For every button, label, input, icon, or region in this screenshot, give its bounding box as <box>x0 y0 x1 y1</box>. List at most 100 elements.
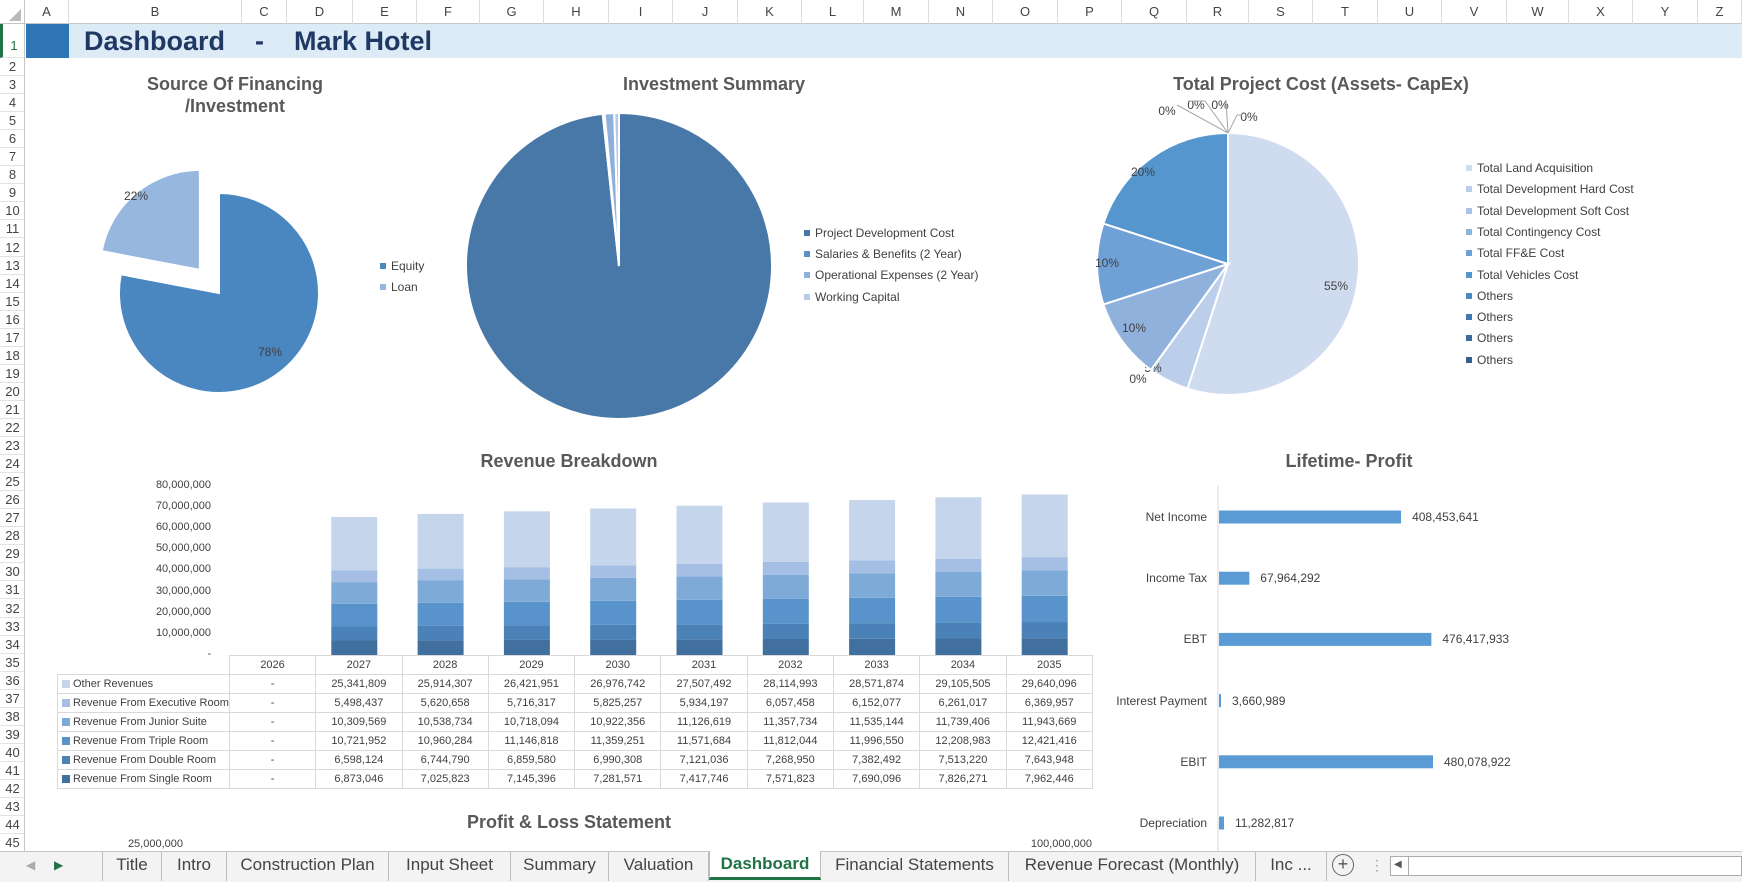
row-header-6[interactable]: 6 <box>0 130 24 149</box>
row-header-12[interactable]: 12 <box>0 239 24 257</box>
sheet-tab-title[interactable]: Title <box>102 852 162 881</box>
scroll-tabs-left-icon[interactable]: ◀ <box>26 858 36 872</box>
legend-swatch <box>380 284 386 290</box>
row-header-26[interactable]: 26 <box>0 491 24 510</box>
column-header-e[interactable]: E <box>353 0 417 24</box>
sheet-tab-financial-statements[interactable]: Financial Statements <box>821 852 1009 881</box>
legend-item: Operational Expenses (2 Year) <box>804 268 978 282</box>
row-header-11[interactable]: 11 <box>0 220 24 239</box>
column-header-l[interactable]: L <box>802 0 864 24</box>
revenue-bar-segment <box>590 639 637 655</box>
row-header-9[interactable]: 9 <box>0 184 24 203</box>
row-header-4[interactable]: 4 <box>0 94 24 113</box>
column-header-f[interactable]: F <box>417 0 480 24</box>
column-header-j[interactable]: J <box>673 0 738 24</box>
sheet-tab-revenue-forecast-monthly[interactable]: Revenue Forecast (Monthly) <box>1009 852 1256 881</box>
row-header-19[interactable]: 19 <box>0 365 24 383</box>
row-header-18[interactable]: 18 <box>0 347 24 365</box>
row-header-42[interactable]: 42 <box>0 780 24 799</box>
row-header-33[interactable]: 33 <box>0 618 24 636</box>
sheet-tab-dashboard[interactable]: Dashboard <box>709 851 821 880</box>
row-header-7[interactable]: 7 <box>0 148 24 167</box>
row-header-20[interactable]: 20 <box>0 383 24 401</box>
sheet-tab-construction-plan[interactable]: Construction Plan <box>227 852 389 881</box>
row-header-24[interactable]: 24 <box>0 455 24 474</box>
scroll-tabs-right-icon[interactable]: ▶ <box>54 858 64 872</box>
column-header-w[interactable]: W <box>1507 0 1569 24</box>
splitter-handle-icon[interactable]: ⋮ <box>1370 857 1384 873</box>
scroll-left-arrow-icon[interactable]: ◀ <box>1394 859 1402 870</box>
column-header-a[interactable]: A <box>25 0 69 24</box>
column-header-d[interactable]: D <box>287 0 353 24</box>
row-header-39[interactable]: 39 <box>0 726 24 744</box>
row-header-21[interactable]: 21 <box>0 401 24 419</box>
add-sheet-icon[interactable]: + <box>1332 854 1354 876</box>
column-header-q[interactable]: Q <box>1122 0 1187 24</box>
row-header-35[interactable]: 35 <box>0 654 24 672</box>
row-header-15[interactable]: 15 <box>0 293 24 311</box>
row-header-2[interactable]: 2 <box>0 58 24 77</box>
column-header-t[interactable]: T <box>1313 0 1378 24</box>
column-header-r[interactable]: R <box>1187 0 1249 24</box>
column-header-i[interactable]: I <box>609 0 673 24</box>
horizontal-scrollbar[interactable]: ◀ <box>1390 856 1742 876</box>
sheet-tab-valuation[interactable]: Valuation <box>609 852 709 881</box>
revenue-bar-segment <box>849 638 896 655</box>
select-all-button[interactable] <box>0 0 25 24</box>
revenue-bar-segment <box>417 640 464 655</box>
row-header-1[interactable]: 1 <box>0 24 24 58</box>
row-header-3[interactable]: 3 <box>0 76 24 95</box>
sheet-tab-summary[interactable]: Summary <box>511 852 609 881</box>
column-header-n[interactable]: N <box>929 0 993 24</box>
sheet-tab-inc[interactable]: Inc ... <box>1256 852 1327 881</box>
series-label-cell: Other Revenues <box>57 674 230 694</box>
row-header-8[interactable]: 8 <box>0 166 24 185</box>
series-label-cell: Revenue From Single Room <box>57 769 230 789</box>
title-accent-cell[interactable] <box>26 24 69 58</box>
column-header-c[interactable]: C <box>242 0 287 24</box>
row-header-43[interactable]: 43 <box>0 798 24 817</box>
row-header-10[interactable]: 10 <box>0 202 24 221</box>
row-header-44[interactable]: 44 <box>0 816 24 835</box>
row-header-37[interactable]: 37 <box>0 690 24 708</box>
column-header-h[interactable]: H <box>544 0 609 24</box>
column-header-v[interactable]: V <box>1442 0 1507 24</box>
row-header-25[interactable]: 25 <box>0 473 24 492</box>
row-header-45[interactable]: 45 <box>0 834 24 851</box>
row-header-13[interactable]: 13 <box>0 257 24 275</box>
row-header-40[interactable]: 40 <box>0 744 24 762</box>
row-header-38[interactable]: 38 <box>0 708 24 726</box>
row-header-31[interactable]: 31 <box>0 581 24 600</box>
row-header-27[interactable]: 27 <box>0 509 24 528</box>
column-header-g[interactable]: G <box>480 0 544 24</box>
column-header-s[interactable]: S <box>1249 0 1313 24</box>
row-header-22[interactable]: 22 <box>0 419 24 438</box>
legend-label: Total Contingency Cost <box>1477 224 1601 239</box>
column-header-b[interactable]: B <box>69 0 242 24</box>
revenue-bar-segment <box>503 567 550 580</box>
column-header-y[interactable]: Y <box>1633 0 1698 24</box>
sheet-tab-input-sheet[interactable]: Input Sheet <box>389 852 511 881</box>
row-header-34[interactable]: 34 <box>0 636 24 654</box>
column-header-x[interactable]: X <box>1569 0 1633 24</box>
row-header-16[interactable]: 16 <box>0 311 24 329</box>
column-header-p[interactable]: P <box>1058 0 1122 24</box>
column-header-u[interactable]: U <box>1378 0 1442 24</box>
scrollbar-thumb-edge <box>1408 857 1409 875</box>
sheet-tab-intro[interactable]: Intro <box>162 852 227 881</box>
row-header-23[interactable]: 23 <box>0 437 24 456</box>
row-header-14[interactable]: 14 <box>0 275 24 293</box>
row-header-30[interactable]: 30 <box>0 563 24 582</box>
row-header-32[interactable]: 32 <box>0 600 24 618</box>
row-header-29[interactable]: 29 <box>0 545 24 564</box>
series-name: Revenue From Junior Suite <box>73 716 207 728</box>
row-header-28[interactable]: 28 <box>0 527 24 546</box>
row-header-5[interactable]: 5 <box>0 112 24 131</box>
row-header-36[interactable]: 36 <box>0 672 24 690</box>
column-header-k[interactable]: K <box>738 0 802 24</box>
row-header-41[interactable]: 41 <box>0 762 24 780</box>
row-header-17[interactable]: 17 <box>0 329 24 347</box>
column-header-m[interactable]: M <box>864 0 929 24</box>
title-row <box>26 24 1742 58</box>
column-header-o[interactable]: O <box>993 0 1058 24</box>
